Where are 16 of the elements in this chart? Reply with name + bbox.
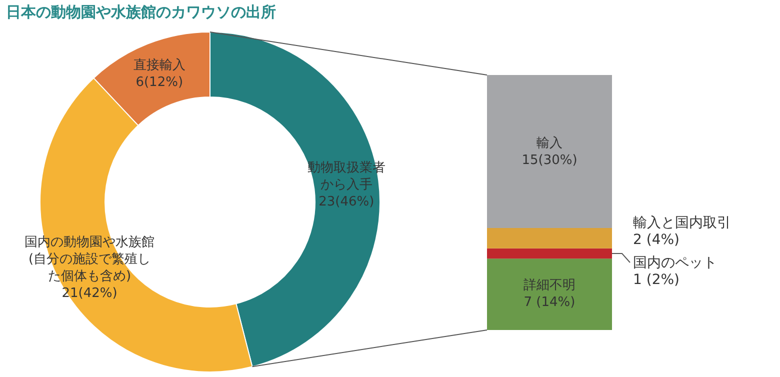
data-label: 1 (2%) [633,272,680,288]
data-label: 23(46%) [318,194,374,210]
series-label: 国内のペット [633,254,717,270]
series-label: 輸入と国内取引 [633,215,731,232]
series-label: 輸入 [536,136,562,150]
chart-title: 日本の動物園や水族館のカワウソの出所 [6,3,276,22]
bar [487,248,612,259]
bar [487,75,612,228]
data-label: 6(12%) [136,75,184,90]
bar [487,228,612,248]
series-label: 詳細不明 [524,278,576,294]
data-label: 2 (4%) [633,232,680,248]
data-label: 15(30%) [522,152,578,168]
bar [487,258,612,330]
data-label: 7 (14%) [524,295,576,310]
slice-label: 直接輸入 [133,58,186,74]
